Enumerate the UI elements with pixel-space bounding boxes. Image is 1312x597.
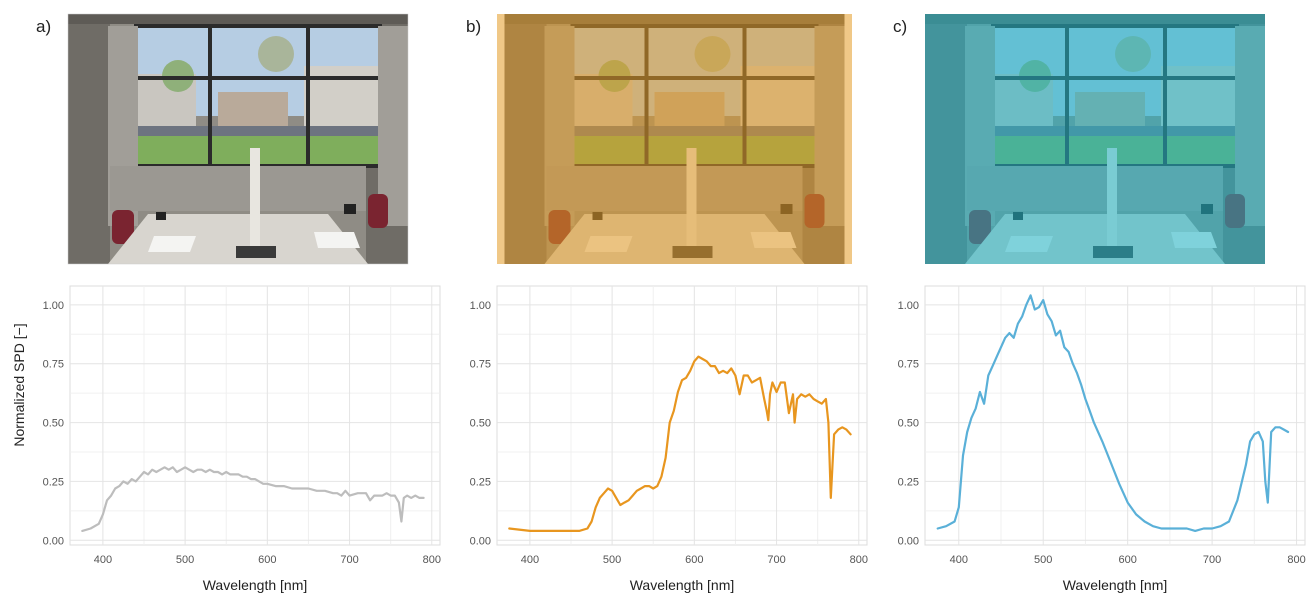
photo-b [497, 14, 852, 264]
x-axis-title: Wavelength [nm] [1063, 577, 1168, 593]
x-tick-label: 400 [94, 554, 112, 566]
x-tick-label: 800 [423, 554, 441, 566]
x-tick-label: 500 [176, 554, 194, 566]
y-tick-label: 1.00 [898, 300, 919, 312]
y-tick-label: 0.25 [470, 476, 491, 488]
x-tick-label: 700 [1203, 554, 1221, 566]
x-tick-label: 400 [521, 554, 539, 566]
y-tick-label: 0.50 [43, 418, 64, 430]
y-tick-label: 0.00 [470, 535, 491, 547]
x-tick-label: 500 [603, 554, 621, 566]
plot-area [924, 285, 1306, 546]
plot-area [496, 285, 868, 546]
y-tick-label: 0.75 [470, 359, 491, 371]
x-tick-label: 600 [258, 554, 276, 566]
y-tick-label: 0.75 [43, 359, 64, 371]
x-tick-label: 400 [950, 554, 968, 566]
x-tick-label: 700 [340, 554, 358, 566]
x-tick-label: 600 [1118, 554, 1136, 566]
chart-panel-a: 400 500 600 700 800 0.00 0.25 0.50 0.75 1.00 Wavel… [43, 285, 441, 593]
x-tick-label: 800 [850, 554, 868, 566]
x-tick-label: 500 [1034, 554, 1052, 566]
x-axis-title: Wavelength [nm] [203, 577, 308, 593]
spd-series-line [508, 355, 852, 532]
panel-label-a: a) [36, 17, 51, 36]
y-tick-label: 1.00 [470, 300, 491, 312]
y-tick-label: 1.00 [43, 300, 64, 312]
x-tick-label: 700 [767, 554, 785, 566]
chart-panel-c: 400 500 600 700 800 0.00 0.25 0.50 0.75 1.00 Wavel… [898, 285, 1306, 593]
y-tick-label: 0.50 [470, 418, 491, 430]
panel-label-b: b) [466, 17, 481, 36]
panel-label-c: c) [893, 17, 907, 36]
photo-a [67, 13, 409, 265]
x-axis-title: Wavelength [nm] [630, 577, 735, 593]
y-tick-label: 0.25 [898, 476, 919, 488]
chart-panel-b: 400 500 600 700 800 0.00 0.25 0.50 0.75 1.00 Wavel… [470, 285, 868, 593]
y-tick-label: 0.50 [898, 418, 919, 430]
y-tick-label: 0.00 [43, 535, 64, 547]
y-tick-label: 0.00 [898, 535, 919, 547]
x-tick-label: 600 [685, 554, 703, 566]
plot-area [69, 285, 441, 546]
y-tick-label: 0.75 [898, 359, 919, 371]
x-tick-label: 800 [1287, 554, 1305, 566]
y-tick-label: 0.25 [43, 476, 64, 488]
spd-series-line [936, 294, 1290, 532]
y-axis-title: Normalized SPD [−] [11, 323, 27, 446]
photo-c [925, 14, 1265, 264]
spd-series-line [81, 466, 425, 532]
